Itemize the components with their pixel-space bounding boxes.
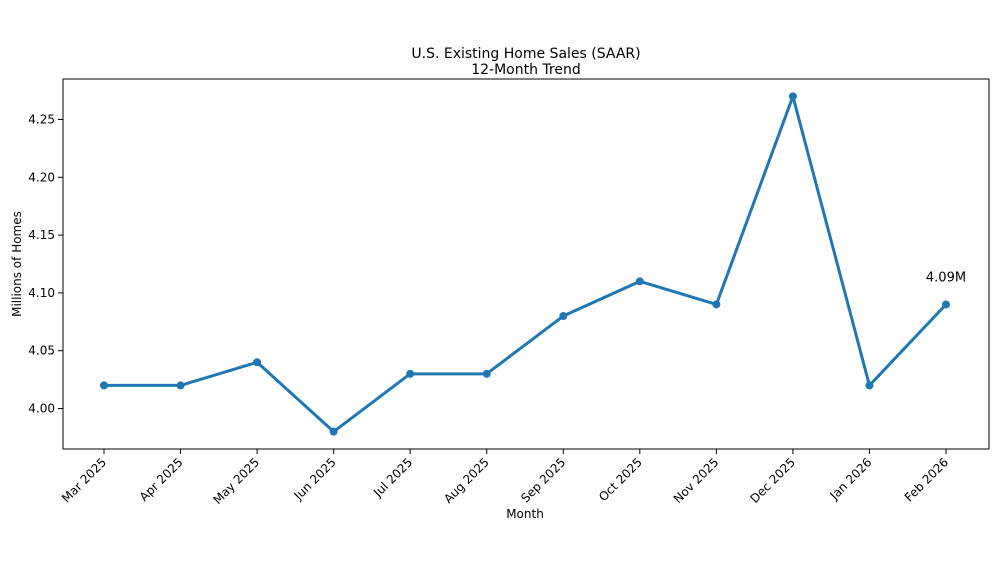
data-point <box>329 427 338 436</box>
x-tick-label: Jul 2025 <box>370 455 415 500</box>
y-tick-label: 4.15 <box>28 228 55 242</box>
y-tick-label: 4.20 <box>28 170 55 184</box>
x-axis-label: Month <box>506 507 544 521</box>
x-tick-label: Jan 2026 <box>827 455 875 503</box>
x-tick-label: Feb 2026 <box>902 455 951 504</box>
chart-subtitle: 12-Month Trend <box>471 62 581 78</box>
annotation-label: 4.09M <box>926 270 966 285</box>
data-point <box>788 92 797 101</box>
data-point <box>100 381 108 390</box>
y-tick-label: 4.05 <box>28 344 55 358</box>
x-tick-label: Jun 2025 <box>291 455 339 503</box>
data-point <box>712 300 721 309</box>
plot-area: 4.00 4.05 4.10 4.15 4.20 4.25 Mar 2025 Apr 2025… <box>28 92 966 507</box>
data-point <box>865 381 874 390</box>
data-point <box>942 300 950 309</box>
y-tick-label: 4.00 <box>28 402 55 416</box>
data-point <box>406 369 415 378</box>
x-tick-label: Apr 2025 <box>137 455 186 504</box>
x-tick-label: Nov 2025 <box>671 455 722 506</box>
chart-title: U.S. Existing Home Sales (SAAR) <box>411 46 640 62</box>
y-tick-label: 4.25 <box>28 112 55 126</box>
series-line <box>104 94 948 434</box>
y-tick-label: 4.10 <box>28 286 55 300</box>
data-point <box>482 369 491 378</box>
data-point <box>635 277 644 286</box>
y-axis-label: Millions of Homes <box>10 211 24 317</box>
x-tick-label: Dec 2025 <box>747 455 798 506</box>
x-tick-label: May 2025 <box>210 455 262 507</box>
data-point <box>176 381 185 390</box>
x-tick-label: Oct 2025 <box>596 455 645 504</box>
plot-frame <box>62 78 990 450</box>
x-tick-label: Sep 2025 <box>518 455 568 505</box>
x-tick-label: Mar 2025 <box>59 455 109 505</box>
data-point <box>559 312 568 321</box>
data-point <box>253 358 262 367</box>
x-tick-label: Aug 2025 <box>441 455 492 506</box>
